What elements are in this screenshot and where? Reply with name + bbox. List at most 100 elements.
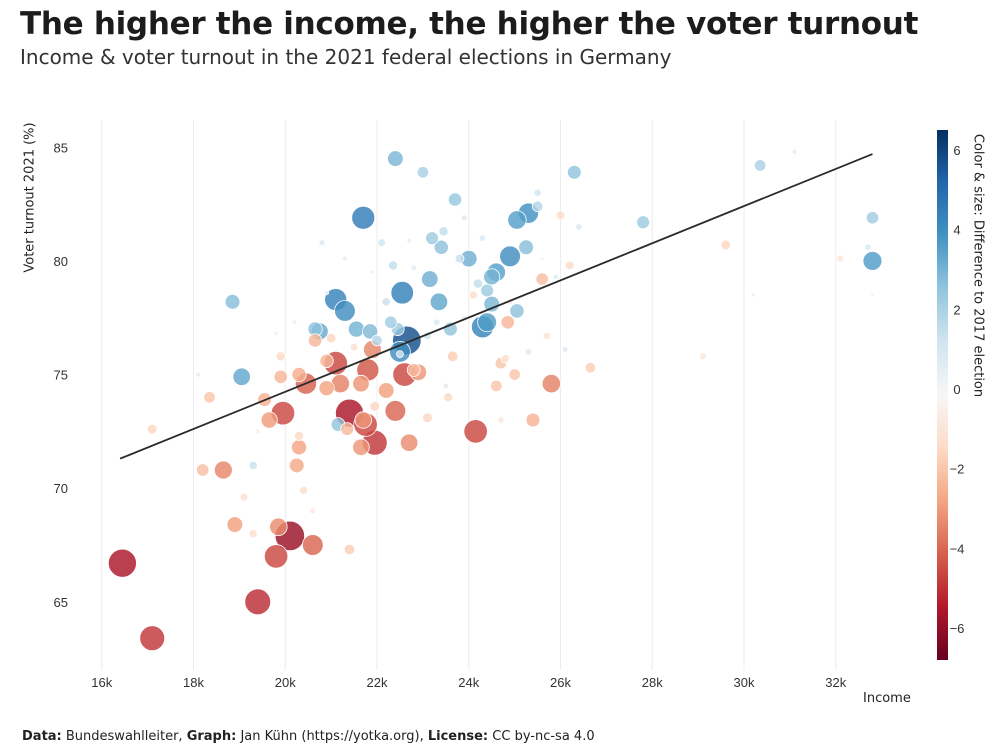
colorbar-scale: [937, 130, 948, 660]
data-point: [443, 392, 454, 403]
x-tick-label: 22k: [367, 675, 388, 690]
data-point: [836, 254, 845, 263]
data-point: [318, 239, 326, 247]
data-point: [472, 278, 483, 289]
data-point: [564, 260, 575, 271]
data-point: [698, 352, 707, 361]
footer-data-label: Data:: [22, 729, 62, 744]
footer-graph-label: Graph:: [186, 729, 237, 744]
data-point: [432, 318, 441, 326]
data-point: [352, 438, 370, 457]
data-point: [478, 234, 487, 242]
data-point: [542, 331, 551, 341]
data-point: [499, 245, 521, 268]
data-point: [421, 270, 439, 288]
data-point: [477, 312, 497, 333]
data-point: [566, 164, 582, 180]
data-point: [468, 290, 478, 300]
data-point: [561, 346, 569, 353]
data-point: [384, 400, 407, 422]
x-tick-label: 18k: [183, 675, 204, 690]
data-point: [500, 354, 511, 364]
chart-title: The higher the income, the higher the vo…: [20, 6, 919, 42]
data-point: [483, 268, 501, 286]
data-point: [416, 166, 430, 179]
data-point: [406, 237, 412, 244]
data-point: [429, 292, 449, 312]
footer-license-value: CC by-nc-sa 4.0: [492, 729, 595, 744]
data-points: [107, 148, 883, 652]
x-axis-label: Income: [863, 691, 911, 706]
data-point: [299, 485, 309, 496]
data-point: [791, 148, 798, 155]
data-point: [552, 273, 560, 281]
data-point: [273, 369, 288, 384]
y-axis-ticks: 65 70 75 80 85: [54, 140, 68, 610]
colorbar-tick-label: −4: [950, 541, 965, 556]
data-point: [213, 460, 233, 480]
data-point: [239, 492, 249, 502]
colorbar-tick-label: −6: [950, 621, 965, 636]
data-point: [291, 319, 298, 326]
colorbar-tick-label: 4: [953, 223, 960, 238]
y-tick-label: 85: [54, 140, 68, 155]
data-point: [362, 323, 379, 340]
data-point: [636, 215, 650, 230]
data-point: [269, 517, 288, 537]
trendline-group: [119, 153, 873, 460]
data-point: [371, 334, 383, 347]
data-point: [309, 507, 317, 515]
data-point: [319, 353, 334, 369]
data-point: [334, 300, 356, 322]
x-tick-label: 24k: [458, 675, 479, 690]
y-tick-label: 65: [54, 595, 68, 610]
data-point: [531, 200, 544, 213]
data-point: [750, 292, 756, 298]
y-tick-label: 80: [54, 254, 68, 269]
data-point: [139, 625, 166, 652]
data-point: [447, 192, 463, 207]
data-point: [325, 332, 337, 344]
data-point: [864, 243, 872, 251]
data-point: [318, 380, 335, 397]
data-point: [454, 253, 465, 264]
data-point: [865, 211, 880, 225]
x-tick-label: 16k: [91, 675, 112, 690]
x-tick-label: 30k: [734, 675, 755, 690]
data-point: [442, 382, 450, 390]
data-point: [146, 423, 158, 435]
data-point: [518, 239, 534, 256]
data-point: [381, 297, 391, 307]
data-point: [347, 320, 365, 338]
data-point: [541, 373, 561, 394]
x-tick-label: 26k: [550, 675, 571, 690]
data-point: [196, 463, 210, 477]
data-point: [301, 534, 324, 556]
data-point: [862, 251, 883, 271]
data-point: [377, 382, 395, 399]
data-point: [275, 351, 286, 362]
data-point: [753, 159, 767, 172]
colorbar-tick-label: 0: [953, 382, 960, 397]
data-point: [263, 544, 289, 569]
data-point: [524, 348, 533, 356]
source-footer: Data: Bundeswahlleiter, Graph: Jan Kühn …: [22, 729, 595, 744]
data-point: [500, 315, 515, 330]
data-point: [349, 342, 359, 352]
data-point: [584, 361, 597, 374]
data-point: [555, 210, 566, 221]
data-point: [291, 366, 307, 383]
data-point: [273, 331, 279, 337]
footer-data-value: Bundeswahlleiter,: [65, 729, 183, 744]
y-tick-label: 70: [54, 481, 68, 496]
data-point: [460, 214, 468, 222]
data-point: [539, 256, 545, 262]
data-point: [508, 368, 521, 381]
x-tick-label: 32k: [825, 675, 846, 690]
x-tick-label: 20k: [275, 675, 296, 690]
data-point: [351, 205, 376, 230]
data-point: [195, 371, 202, 378]
data-point: [575, 223, 583, 231]
data-point: [433, 239, 449, 255]
colorbar-tick-label: −2: [950, 462, 965, 477]
